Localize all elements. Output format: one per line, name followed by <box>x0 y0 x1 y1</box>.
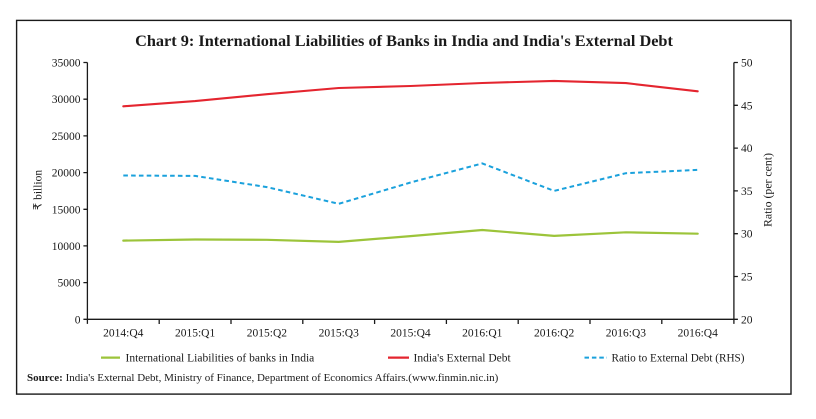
svg-text:45: 45 <box>741 100 753 112</box>
svg-text:20000: 20000 <box>52 168 81 180</box>
svg-text:0: 0 <box>75 314 81 326</box>
svg-text:2016:Q3: 2016:Q3 <box>606 328 647 340</box>
svg-text:5000: 5000 <box>58 278 81 290</box>
svg-text:Ratio to External Debt (RHS): Ratio to External Debt (RHS) <box>612 353 745 365</box>
svg-text:₹ billion: ₹ billion <box>33 170 45 210</box>
svg-text:35: 35 <box>741 186 753 198</box>
svg-text:2014:Q4: 2014:Q4 <box>103 328 144 340</box>
svg-text:2016:Q1: 2016:Q1 <box>462 328 503 340</box>
svg-text:30000: 30000 <box>52 94 81 106</box>
svg-text:35000: 35000 <box>52 58 81 70</box>
svg-text:25: 25 <box>741 272 753 284</box>
svg-text:40: 40 <box>741 143 753 155</box>
svg-text:15000: 15000 <box>52 204 81 216</box>
svg-text:International Liabilities of b: International Liabilities of banks in In… <box>126 353 315 365</box>
svg-text:2015:Q2: 2015:Q2 <box>247 328 288 340</box>
svg-text:Source: India's External Debt,: Source: India's External Debt, Ministry … <box>27 372 499 384</box>
svg-text:25000: 25000 <box>52 131 81 143</box>
svg-text:India's External Debt: India's External Debt <box>414 353 512 365</box>
svg-text:50: 50 <box>741 58 753 70</box>
svg-text:10000: 10000 <box>52 241 81 253</box>
svg-text:2015:Q1: 2015:Q1 <box>175 328 216 340</box>
svg-text:Ratio (per cent): Ratio (per cent) <box>761 153 775 227</box>
svg-text:2015:Q4: 2015:Q4 <box>390 328 431 340</box>
svg-text:2016:Q2: 2016:Q2 <box>534 328 575 340</box>
svg-text:20: 20 <box>741 314 753 326</box>
svg-text:30: 30 <box>741 229 753 241</box>
svg-text:2015:Q3: 2015:Q3 <box>319 328 360 340</box>
svg-text:2016:Q4: 2016:Q4 <box>678 328 719 340</box>
svg-text:Chart 9: International Liabili: Chart 9: International Liabilities of Ba… <box>135 31 673 50</box>
